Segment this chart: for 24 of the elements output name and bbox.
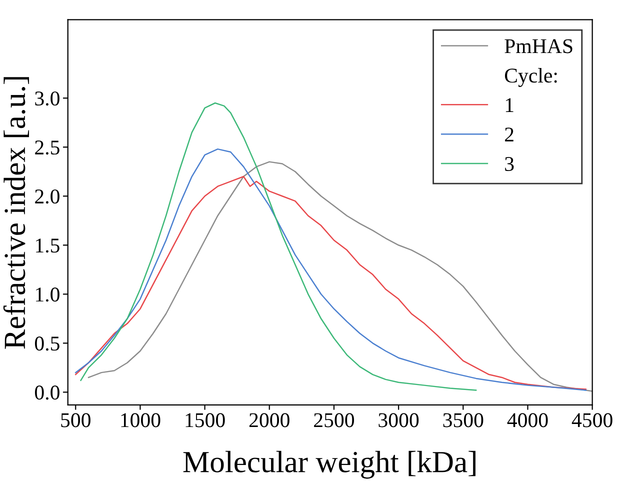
y-tick-label: 1.0 [36, 288, 60, 302]
legend-label: 2 [505, 128, 514, 142]
x-tick-label: 4500 [572, 413, 612, 428]
legend-label: PmHAS [504, 39, 572, 54]
y-tick-label: 2.0 [35, 190, 60, 204]
y-tick-label: 3.0 [35, 91, 60, 106]
x-tick-label: 2500 [314, 413, 354, 428]
x-axis-title: Molecular weight [kDa] [183, 450, 476, 479]
legend-label: 3 [505, 157, 514, 172]
y-axis-title: Refractive index [a.u.] [3, 77, 29, 349]
x-tick-label: 2000 [249, 413, 290, 428]
x-tick-label: 1000 [121, 413, 160, 428]
x-tick-label: 500 [61, 413, 90, 428]
x-tick-label: 4000 [507, 413, 548, 428]
legend-title: Cycle: [504, 68, 557, 87]
y-tick-label: 0.0 [34, 386, 60, 400]
y-tick-label: 2.5 [35, 140, 60, 155]
x-tick-label: 1500 [186, 413, 225, 428]
y-tick-label: 1.5 [36, 238, 60, 253]
x-tick-label: 3500 [443, 413, 484, 428]
legend-label: 1 [506, 98, 514, 112]
x-tick-label: 3000 [378, 413, 419, 428]
line-series [80, 102, 477, 391]
y-tick-label: 0.5 [34, 336, 60, 351]
